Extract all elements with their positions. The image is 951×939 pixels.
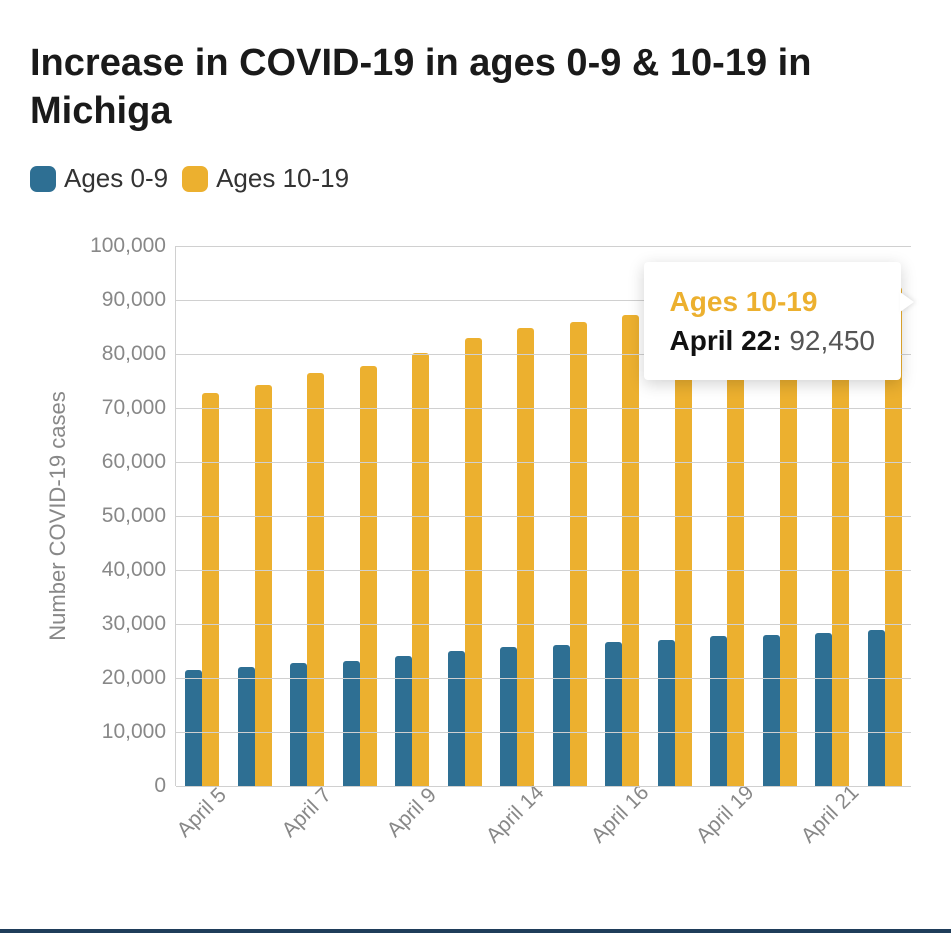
bar[interactable] — [500, 647, 517, 786]
bar[interactable] — [622, 315, 639, 786]
bar[interactable] — [185, 670, 202, 786]
bar[interactable] — [255, 385, 272, 786]
bar[interactable] — [290, 663, 307, 786]
bar[interactable] — [815, 633, 832, 786]
bar[interactable] — [570, 322, 587, 786]
x-tick-label: April 7 — [307, 796, 324, 813]
tooltip-series-label: Ages 10-19 — [670, 282, 875, 321]
tooltip: Ages 10-19 April 22: 92,450 — [644, 262, 901, 380]
legend: Ages 0-9 Ages 10-19 — [30, 163, 921, 194]
bar[interactable] — [360, 366, 377, 786]
divider-rule — [0, 929, 951, 933]
bar[interactable] — [238, 667, 255, 786]
tooltip-date: April 22: — [670, 325, 782, 356]
y-tick-label: 80,000 — [102, 342, 166, 366]
legend-item: Ages 10-19 — [182, 163, 349, 194]
x-tick-label: April 5 — [202, 796, 219, 813]
gridline — [176, 246, 911, 247]
bar[interactable] — [868, 630, 885, 786]
y-tick-label: 60,000 — [102, 450, 166, 474]
chart: Number COVID-19 cases April 5 April 7 Apri… — [30, 206, 921, 906]
y-tick-label: 20,000 — [102, 666, 166, 690]
y-tick-label: 90,000 — [102, 288, 166, 312]
y-tick-label: 100,000 — [90, 234, 166, 258]
bar[interactable] — [202, 393, 219, 786]
x-tick-label: April 14 — [517, 796, 534, 813]
legend-label: Ages 10-19 — [216, 163, 349, 194]
gridline — [176, 570, 911, 571]
gridline — [176, 624, 911, 625]
bar[interactable] — [763, 635, 780, 786]
gridline — [176, 462, 911, 463]
tooltip-value: 92,450 — [789, 325, 875, 356]
x-tick-label: April 9 — [412, 796, 429, 813]
y-tick-label: 0 — [154, 774, 166, 798]
bar[interactable] — [448, 651, 465, 786]
chart-container: Increase in COVID-19 in ages 0-9 & 10-19… — [0, 0, 951, 939]
gridline — [176, 678, 911, 679]
x-tick-label: April 19 — [727, 796, 744, 813]
bar[interactable] — [517, 328, 534, 786]
x-tick-label: April 21 — [832, 796, 849, 813]
legend-swatch-icon — [30, 166, 56, 192]
y-tick-label: 50,000 — [102, 504, 166, 528]
bar[interactable] — [395, 656, 412, 786]
bar[interactable] — [658, 640, 675, 786]
gridline — [176, 732, 911, 733]
bar[interactable] — [465, 338, 482, 786]
x-tick-label: April 16 — [622, 796, 639, 813]
bar[interactable] — [553, 645, 570, 786]
legend-item: Ages 0-9 — [30, 163, 168, 194]
tooltip-value-line: April 22: 92,450 — [670, 321, 875, 360]
gridline — [176, 786, 911, 787]
bar[interactable] — [710, 636, 727, 786]
legend-label: Ages 0-9 — [64, 163, 168, 194]
y-axis-label: Number COVID-19 cases — [45, 391, 71, 640]
gridline — [176, 408, 911, 409]
y-tick-label: 10,000 — [102, 720, 166, 744]
gridline — [176, 516, 911, 517]
chart-title: Increase in COVID-19 in ages 0-9 & 10-19… — [30, 40, 921, 135]
bar[interactable] — [307, 373, 324, 786]
tooltip-tail-icon — [900, 292, 914, 312]
bar[interactable] — [343, 661, 360, 786]
y-tick-label: 30,000 — [102, 612, 166, 636]
bar[interactable] — [605, 642, 622, 786]
y-tick-label: 70,000 — [102, 396, 166, 420]
legend-swatch-icon — [182, 166, 208, 192]
y-tick-label: 40,000 — [102, 558, 166, 582]
